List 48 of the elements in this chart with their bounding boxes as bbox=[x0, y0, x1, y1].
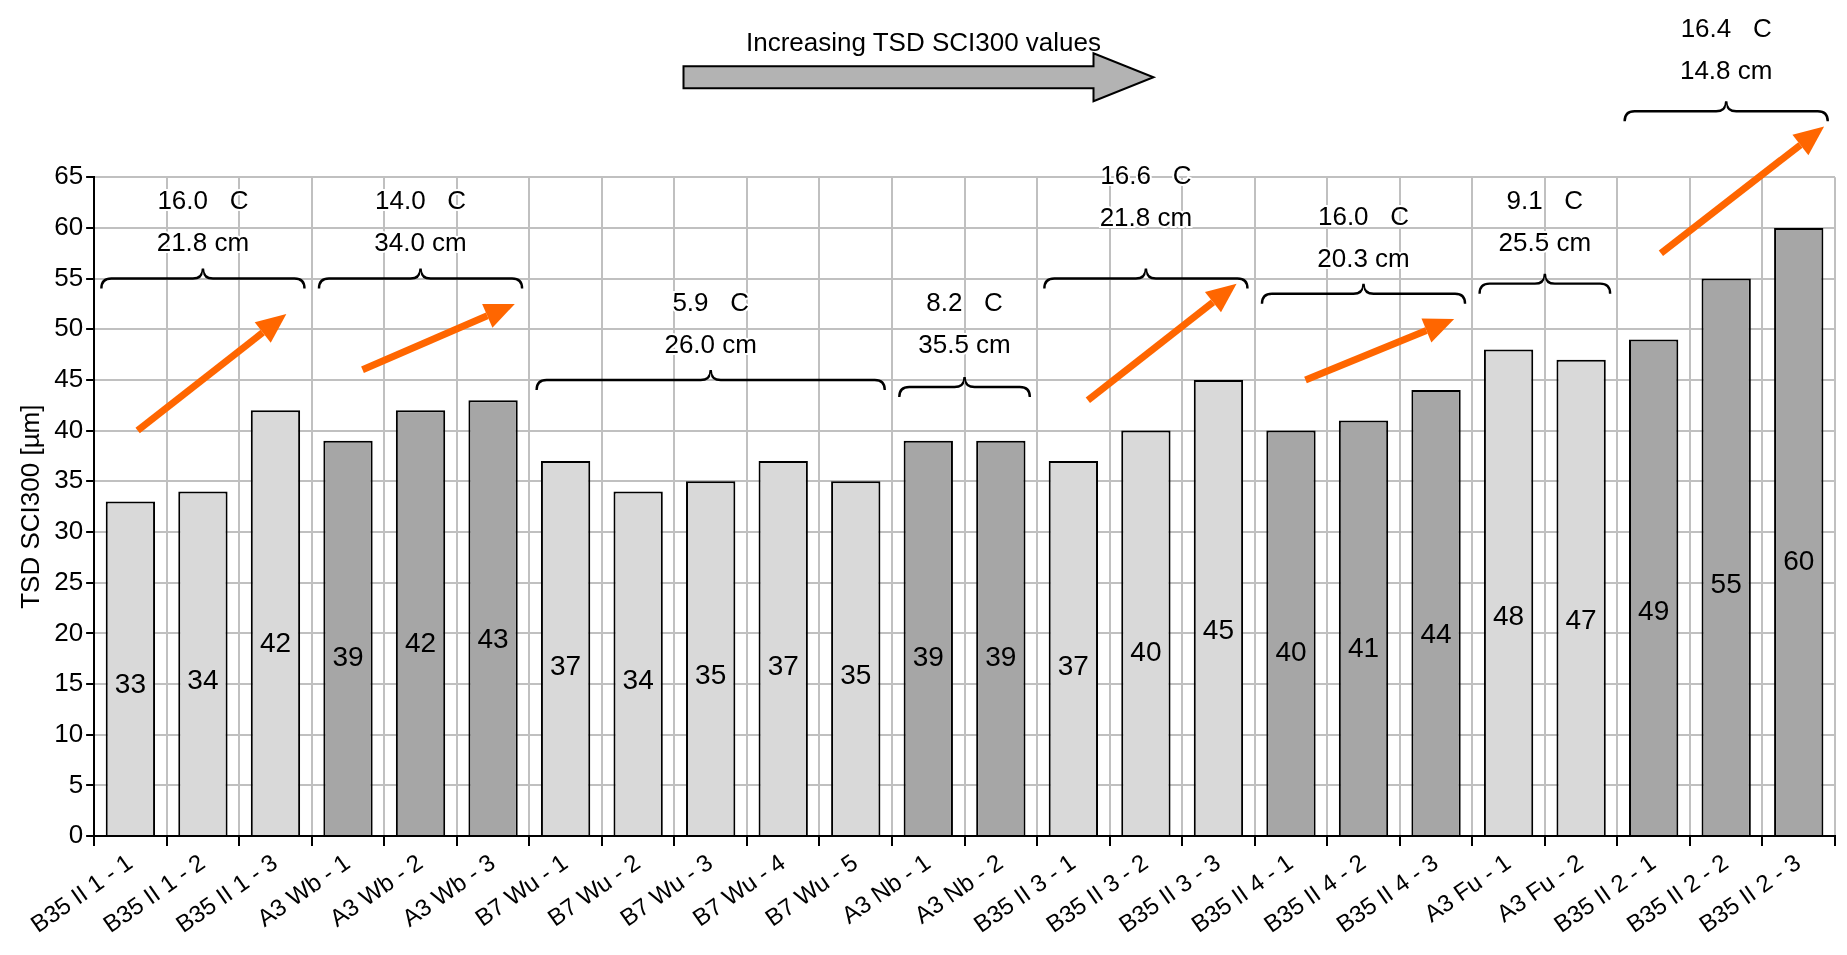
data-label: 55 bbox=[1710, 567, 1742, 599]
y-tick-label: 65 bbox=[54, 160, 84, 191]
data-label: 37 bbox=[767, 650, 799, 682]
data-label: 60 bbox=[1783, 545, 1815, 577]
data-label: 41 bbox=[1347, 631, 1380, 663]
text: 16.4 C 14.8 cm bbox=[1679, 13, 1773, 86]
y-tick-label: 40 bbox=[54, 413, 84, 444]
data-label: 35 bbox=[695, 659, 727, 691]
y-tick-label: 25 bbox=[54, 565, 84, 596]
y-tick-label: 60 bbox=[54, 211, 84, 242]
y-tick-label: 15 bbox=[54, 667, 84, 698]
annotation: 16.0 C 21.8 cm bbox=[156, 185, 250, 258]
data-label: 35 bbox=[840, 659, 872, 691]
chart-title: Increasing TSD SCI300 values bbox=[745, 26, 1102, 57]
data-label: 43 bbox=[477, 622, 509, 654]
y-tick-label: 30 bbox=[54, 515, 84, 546]
data-label: 45 bbox=[1202, 613, 1235, 645]
data-label: 37 bbox=[1057, 650, 1089, 682]
annotation: 16.0 C 20.3 cm bbox=[1317, 200, 1410, 273]
y-tick-label: 45 bbox=[54, 363, 84, 394]
annotation: 14.0 C 34.0 cm bbox=[374, 185, 467, 258]
annotation: 16.6 C 21.8 cm bbox=[1099, 160, 1193, 233]
y-tick-label: 10 bbox=[54, 717, 84, 748]
y-tick-label: 55 bbox=[54, 261, 84, 292]
data-label: 33 bbox=[114, 668, 146, 700]
data-label: 34 bbox=[187, 663, 219, 695]
data-label: 42 bbox=[259, 627, 292, 659]
y-tick-label: 20 bbox=[54, 616, 84, 647]
data-label: 48 bbox=[1493, 599, 1525, 631]
y-tick-label: 50 bbox=[54, 312, 84, 343]
annotation: 5.9 C 26.0 cm bbox=[664, 286, 757, 359]
data-label: 34 bbox=[622, 663, 654, 695]
data-label: 44 bbox=[1420, 618, 1452, 650]
annotation: 9.1 C 25.5 cm bbox=[1498, 185, 1592, 258]
y-tick-label: 0 bbox=[68, 819, 84, 850]
y-tick-label: 5 bbox=[68, 768, 84, 799]
y-axis-title: TSD SCI300 [µm] bbox=[14, 404, 45, 609]
data-label: 39 bbox=[912, 640, 944, 672]
data-label: 39 bbox=[985, 640, 1017, 672]
data-label: 42 bbox=[404, 627, 437, 659]
data-label: 39 bbox=[332, 640, 364, 672]
data-label: 49 bbox=[1638, 595, 1670, 627]
data-label: 37 bbox=[550, 650, 582, 682]
annotation: 8.2 C 35.5 cm bbox=[918, 286, 1011, 359]
data-label: 40 bbox=[1130, 636, 1162, 668]
y-tick-label: 35 bbox=[54, 464, 84, 495]
data-label: 40 bbox=[1275, 636, 1307, 668]
data-label: 47 bbox=[1565, 604, 1597, 636]
